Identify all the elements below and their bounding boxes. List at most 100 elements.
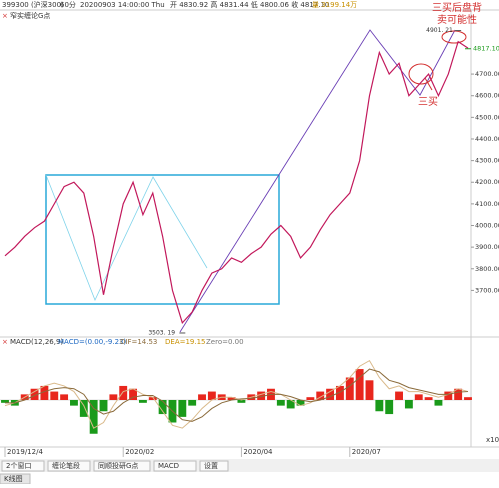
- annotation: 三买后盘背: [432, 1, 482, 14]
- macd-bar: [138, 400, 147, 403]
- macd-bar: [30, 388, 39, 400]
- annotation-circle: [408, 63, 434, 85]
- macd-line: [4, 359, 469, 429]
- view-label: K线图: [4, 474, 23, 483]
- high-label: 4901. 21: [426, 27, 453, 34]
- pivot-box: [45, 174, 280, 305]
- y-tick-label: 4500.00: [475, 113, 499, 121]
- macd-bar: [119, 385, 128, 400]
- macd-bar: [70, 400, 78, 406]
- macd-bar: [385, 400, 394, 415]
- macd-bar: [188, 400, 197, 406]
- y-tick-label: 3900.00: [475, 243, 499, 251]
- header-volume: 量 3199.14万: [312, 1, 357, 9]
- macd-bar: [434, 400, 443, 406]
- macd-bar: [257, 391, 266, 400]
- header-code: 399300 (沪深300): [2, 0, 64, 9]
- macd-bar: [444, 391, 453, 400]
- close-icon[interactable]: ×: [2, 338, 8, 346]
- tab[interactable]: [1, 460, 45, 472]
- macd-text: MACD=(0.00,-9.23): [58, 338, 127, 346]
- x-tick-label: 2020/07: [352, 448, 381, 456]
- macd-bar: [316, 391, 325, 400]
- macd-bar: [306, 397, 315, 400]
- macd-bar: [454, 388, 463, 400]
- annotation: 三买: [418, 96, 438, 108]
- last-price-label: 4817.10: [473, 45, 499, 53]
- tab[interactable]: [47, 460, 91, 472]
- macd-bar: [464, 397, 472, 400]
- tab-label: 设置: [204, 461, 218, 470]
- macd-bar: [178, 400, 187, 417]
- tab[interactable]: [93, 460, 151, 472]
- y-tick-label: 4700.00: [475, 70, 499, 78]
- y-tick-label: 3800.00: [475, 265, 499, 273]
- annotation-circle: [441, 30, 467, 44]
- low-label: 3503. 19: [148, 329, 175, 336]
- dea-text: DEA=19.15: [165, 338, 206, 346]
- stroke-lines: [45, 174, 208, 302]
- y-tick-label: 4000.00: [475, 222, 499, 230]
- x-tick-label: 2019/12/4: [7, 448, 43, 456]
- y-tick-label: 4300.00: [475, 157, 499, 165]
- tab[interactable]: [153, 460, 197, 472]
- macd-bar: [296, 400, 305, 406]
- macd-bar: [286, 400, 295, 409]
- macd-bar: [326, 388, 335, 400]
- macd-bar: [365, 380, 374, 400]
- macd-bar: [40, 385, 49, 400]
- y-tick-label: 4400.00: [475, 135, 499, 143]
- macd-bar: [60, 394, 69, 400]
- macd-bar: [207, 391, 216, 400]
- macd-label: MACD(12,26,9): [10, 338, 63, 346]
- segment-lines: [179, 29, 456, 333]
- macd-bar: [198, 394, 206, 400]
- tab-label: MACD: [158, 462, 179, 470]
- tab[interactable]: [199, 460, 229, 472]
- macd-bar: [129, 388, 138, 400]
- annotation-arrow: [424, 77, 433, 91]
- macd-bar: [89, 400, 98, 434]
- macd-bar: [50, 391, 59, 400]
- macd-bar: [375, 400, 384, 412]
- macd-bar: [148, 397, 157, 400]
- tab-label: 缠论笔段: [52, 461, 80, 470]
- y-tick-label: 3700.00: [475, 286, 499, 294]
- header-period: 60分: [60, 0, 76, 9]
- header-datetime: 20200903 14:00:00 Thu: [80, 1, 165, 9]
- annotation: 卖可能性: [437, 13, 477, 26]
- scale-text: x10: [486, 436, 499, 444]
- macd-bar: [99, 400, 108, 412]
- header-ohlc: 开 4830.92 高 4831.44 低 4800.06 收 4817.10: [170, 0, 329, 9]
- x-tick-label: 2020/04: [243, 448, 273, 456]
- macd-bar: [395, 391, 403, 400]
- macd-line: [5, 368, 469, 422]
- indicator-name: 窄实缠论G点: [10, 11, 50, 20]
- macd-bar: [404, 400, 413, 409]
- macd-bar: [79, 400, 88, 417]
- macd-bar: [227, 397, 236, 400]
- macd-bar: [1, 400, 9, 403]
- macd-bar: [355, 369, 364, 400]
- macd-bar: [414, 394, 423, 400]
- zero-text: Zero=0.00: [206, 338, 244, 346]
- price-line: [4, 40, 469, 325]
- macd-bar: [335, 385, 344, 400]
- macd-bar: [424, 397, 433, 400]
- dif-text: DIF=14.53: [120, 338, 157, 346]
- y-tick-label: 4200.00: [475, 178, 499, 186]
- tab-label: 同顺投研G点: [98, 461, 138, 470]
- y-tick-label: 4600.00: [475, 92, 499, 100]
- macd-bar: [158, 400, 167, 415]
- macd-bar: [237, 400, 246, 403]
- tabs: 2个窗口 缠论笔段 同顺投研G点 MACD 设置: [1, 460, 229, 472]
- y-tick-label: 4100.00: [475, 200, 499, 208]
- x-tick-label: 2020/02: [125, 448, 154, 456]
- macd-bar: [276, 400, 285, 406]
- macd-bar: [109, 394, 118, 400]
- close-icon[interactable]: ×: [2, 12, 8, 20]
- macd-bar: [345, 377, 354, 400]
- tab-label: 2个窗口: [6, 461, 31, 470]
